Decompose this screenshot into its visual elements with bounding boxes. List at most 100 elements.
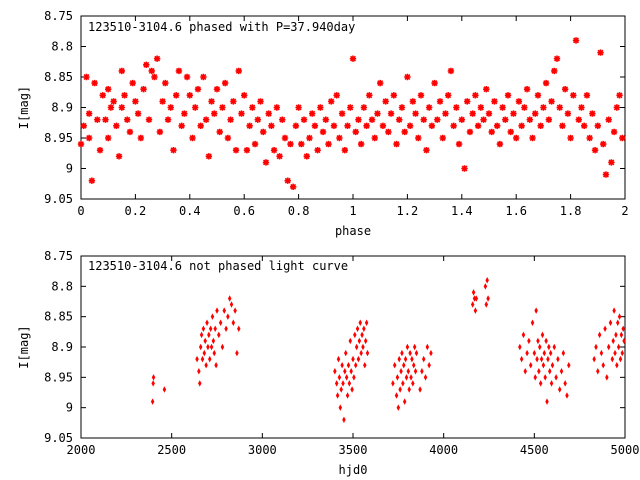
data-point <box>616 343 621 351</box>
data-point <box>393 140 400 148</box>
x-tick-label: 0.2 <box>125 204 147 218</box>
x-tick-label: 3000 <box>248 443 277 457</box>
data-point <box>198 380 202 387</box>
data-point <box>260 128 267 136</box>
data-point <box>572 37 580 44</box>
data-point <box>209 343 214 351</box>
data-point <box>411 380 415 387</box>
data-point <box>620 349 625 357</box>
data-point <box>208 98 215 105</box>
data-point <box>328 98 335 105</box>
data-point <box>567 361 571 369</box>
data-point <box>203 337 207 345</box>
data-point <box>519 355 524 363</box>
data-point <box>611 337 615 345</box>
data-point <box>589 110 596 117</box>
y-tick-label: 8.95 <box>44 131 73 145</box>
data-point <box>91 79 98 87</box>
x-tick-label: 3500 <box>339 443 368 457</box>
data-point <box>338 404 343 411</box>
data-point <box>351 355 355 363</box>
data-point <box>610 355 615 363</box>
data-point <box>342 416 346 424</box>
data-point <box>534 92 542 99</box>
data-point <box>205 319 209 326</box>
data-point <box>257 98 264 105</box>
data-point <box>363 361 367 369</box>
data-point <box>83 73 90 81</box>
data-point <box>403 355 408 363</box>
data-point <box>528 361 533 369</box>
chart-panel-2: 2000 2500 3000 3500 4000 4500 5000 8.75 8.8 8.85 8… <box>17 249 639 477</box>
data-point <box>334 380 339 387</box>
data-point <box>578 104 585 111</box>
data-point <box>156 128 164 136</box>
data-point <box>254 116 261 123</box>
data-point <box>173 92 180 99</box>
data-point <box>355 325 360 333</box>
data-point <box>232 147 240 154</box>
data-point <box>317 104 324 111</box>
data-point <box>552 343 557 351</box>
data-point <box>622 337 626 345</box>
data-point <box>143 61 150 68</box>
data-point <box>453 104 460 111</box>
y-axis-title: I[mag] <box>17 86 31 129</box>
data-point <box>298 140 305 148</box>
y-tick-label: 8.95 <box>44 370 73 384</box>
data-point <box>561 86 569 93</box>
data-point <box>600 140 607 148</box>
data-point <box>523 86 531 93</box>
data-point <box>550 361 555 369</box>
data-point <box>358 319 362 326</box>
data-point <box>189 134 196 142</box>
data-point <box>602 171 610 178</box>
data-point <box>289 183 297 190</box>
data-point <box>423 147 430 154</box>
data-point <box>360 104 368 111</box>
data-point <box>229 301 234 308</box>
data-point <box>211 110 218 117</box>
data-point <box>237 325 241 333</box>
data-point <box>597 331 602 339</box>
data-point <box>132 98 139 105</box>
data-point <box>270 147 278 154</box>
data-point <box>491 98 498 105</box>
data-point <box>262 159 270 166</box>
data-point <box>417 92 425 99</box>
data-point <box>567 134 574 142</box>
data-point <box>105 134 112 142</box>
data-point <box>540 104 547 111</box>
data-point <box>521 331 526 339</box>
data-point <box>387 110 395 117</box>
data-point <box>346 361 351 369</box>
data-point <box>543 374 547 381</box>
data-point <box>409 374 413 381</box>
data-point <box>202 116 210 123</box>
data-point <box>213 86 221 93</box>
data-point <box>344 122 351 129</box>
data-point <box>594 343 598 351</box>
data-point <box>398 104 406 111</box>
data-point <box>486 295 490 302</box>
data-point <box>406 122 414 129</box>
data-point <box>533 374 537 381</box>
data-point <box>406 368 411 375</box>
data-point <box>469 110 476 117</box>
x-tick-label: 2000 <box>67 443 96 457</box>
data-point <box>612 307 616 314</box>
data-point <box>616 92 623 99</box>
data-point <box>401 380 405 387</box>
data-point <box>216 128 223 136</box>
data-point <box>249 104 256 111</box>
data-point <box>194 86 202 93</box>
data-point <box>220 343 225 351</box>
data-point <box>213 325 217 333</box>
data-point <box>586 134 593 142</box>
data-point <box>162 79 169 87</box>
data-point <box>214 361 218 369</box>
data-point <box>148 67 155 75</box>
data-point <box>349 368 353 375</box>
data-point <box>151 380 155 387</box>
data-point <box>348 337 353 345</box>
